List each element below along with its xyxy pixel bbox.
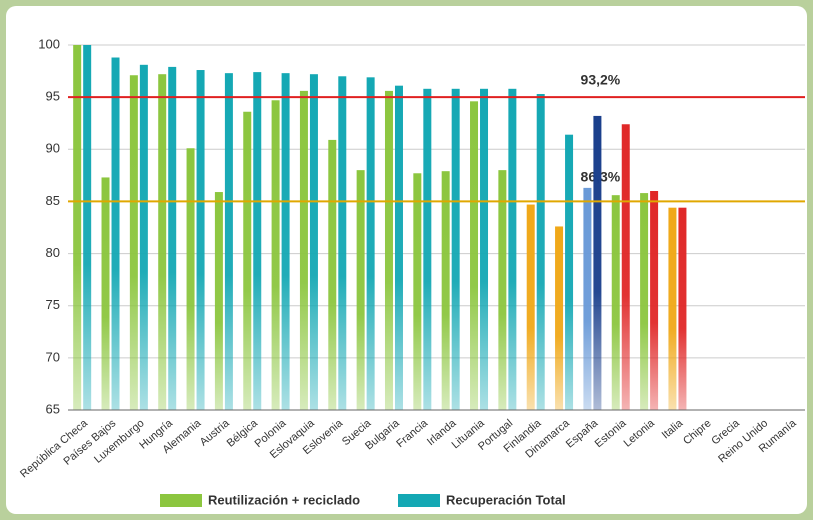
bar — [299, 90, 308, 410]
bar — [413, 173, 422, 410]
bar — [451, 88, 460, 411]
y-tick-label: 90 — [46, 141, 60, 156]
bar — [271, 100, 280, 411]
bar — [356, 170, 365, 410]
bar — [338, 76, 347, 411]
bar — [583, 187, 592, 410]
legend-label: Reutilización + reciclado — [208, 492, 360, 507]
bar — [536, 94, 545, 410]
bar — [565, 134, 574, 410]
bar — [593, 115, 602, 411]
y-tick-label: 95 — [46, 89, 60, 104]
bar — [668, 207, 677, 410]
bar — [214, 192, 223, 410]
bar — [253, 72, 262, 410]
bar — [196, 70, 205, 411]
legend-swatch — [160, 494, 202, 507]
bar — [621, 124, 630, 410]
y-tick-label: 65 — [46, 401, 60, 416]
bar — [83, 45, 92, 410]
bar — [111, 57, 120, 411]
y-tick-label: 70 — [46, 349, 60, 364]
bar — [328, 139, 337, 410]
bar — [281, 73, 290, 411]
bar — [508, 88, 517, 411]
bar — [73, 45, 82, 410]
bar — [168, 66, 177, 411]
legend-label: Recuperación Total — [446, 492, 566, 507]
bar — [650, 191, 659, 410]
bar — [640, 193, 649, 410]
bar — [441, 171, 450, 410]
bar — [555, 226, 564, 410]
y-tick-label: 75 — [46, 297, 60, 312]
legend-swatch — [398, 494, 440, 507]
bar — [186, 148, 195, 410]
bar — [384, 90, 393, 410]
bar — [498, 170, 507, 410]
bar — [243, 111, 252, 410]
bar — [158, 74, 167, 410]
bar — [129, 75, 138, 410]
panel — [6, 6, 807, 514]
bar — [394, 85, 403, 411]
y-tick-label: 100 — [38, 36, 60, 51]
bar — [139, 64, 148, 411]
bar — [526, 204, 535, 410]
bar — [470, 101, 479, 411]
y-tick-label: 85 — [46, 193, 60, 208]
bar — [480, 88, 489, 411]
bar — [678, 207, 687, 410]
bar — [423, 88, 432, 411]
data-label: 93,2% — [581, 72, 621, 88]
bar — [366, 77, 375, 410]
bar — [611, 195, 620, 410]
bar — [101, 177, 110, 410]
bar — [224, 73, 233, 411]
bar — [309, 74, 318, 410]
y-tick-label: 80 — [46, 245, 60, 260]
